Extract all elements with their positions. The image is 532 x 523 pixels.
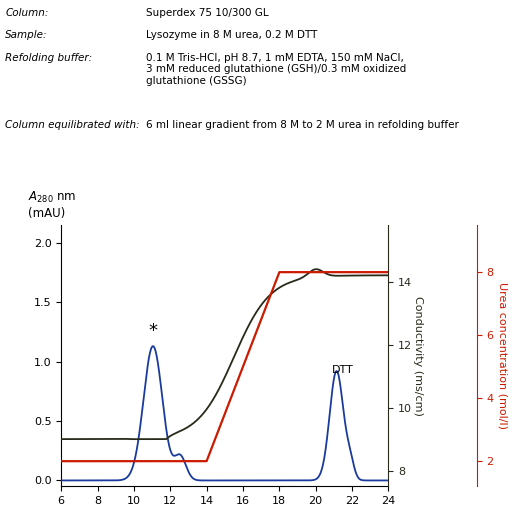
Text: Column equilibrated with:: Column equilibrated with:: [5, 120, 140, 130]
Text: $A_{280}$ nm
(mAU): $A_{280}$ nm (mAU): [28, 189, 77, 220]
Text: Refolding buffer:: Refolding buffer:: [5, 53, 93, 63]
Text: *: *: [148, 322, 157, 340]
Text: Lysozyme in 8 M urea, 0.2 M DTT: Lysozyme in 8 M urea, 0.2 M DTT: [146, 30, 318, 40]
Text: Superdex 75 10/300 GL: Superdex 75 10/300 GL: [146, 8, 269, 18]
Text: 0.1 M Tris-HCl, pH 8.7, 1 mM EDTA, 150 mM NaCl,
3 mM reduced glutathione (GSH)/0: 0.1 M Tris-HCl, pH 8.7, 1 mM EDTA, 150 m…: [146, 53, 406, 86]
Text: DTT: DTT: [332, 365, 354, 375]
Y-axis label: Conductivity (ms/cm): Conductivity (ms/cm): [413, 295, 423, 416]
Text: 6 ml linear gradient from 8 M to 2 M urea in refolding buffer: 6 ml linear gradient from 8 M to 2 M ure…: [146, 120, 459, 130]
Text: Column:: Column:: [5, 8, 49, 18]
Y-axis label: Urea concentration (mol/l): Urea concentration (mol/l): [497, 282, 508, 429]
Text: Sample:: Sample:: [5, 30, 48, 40]
